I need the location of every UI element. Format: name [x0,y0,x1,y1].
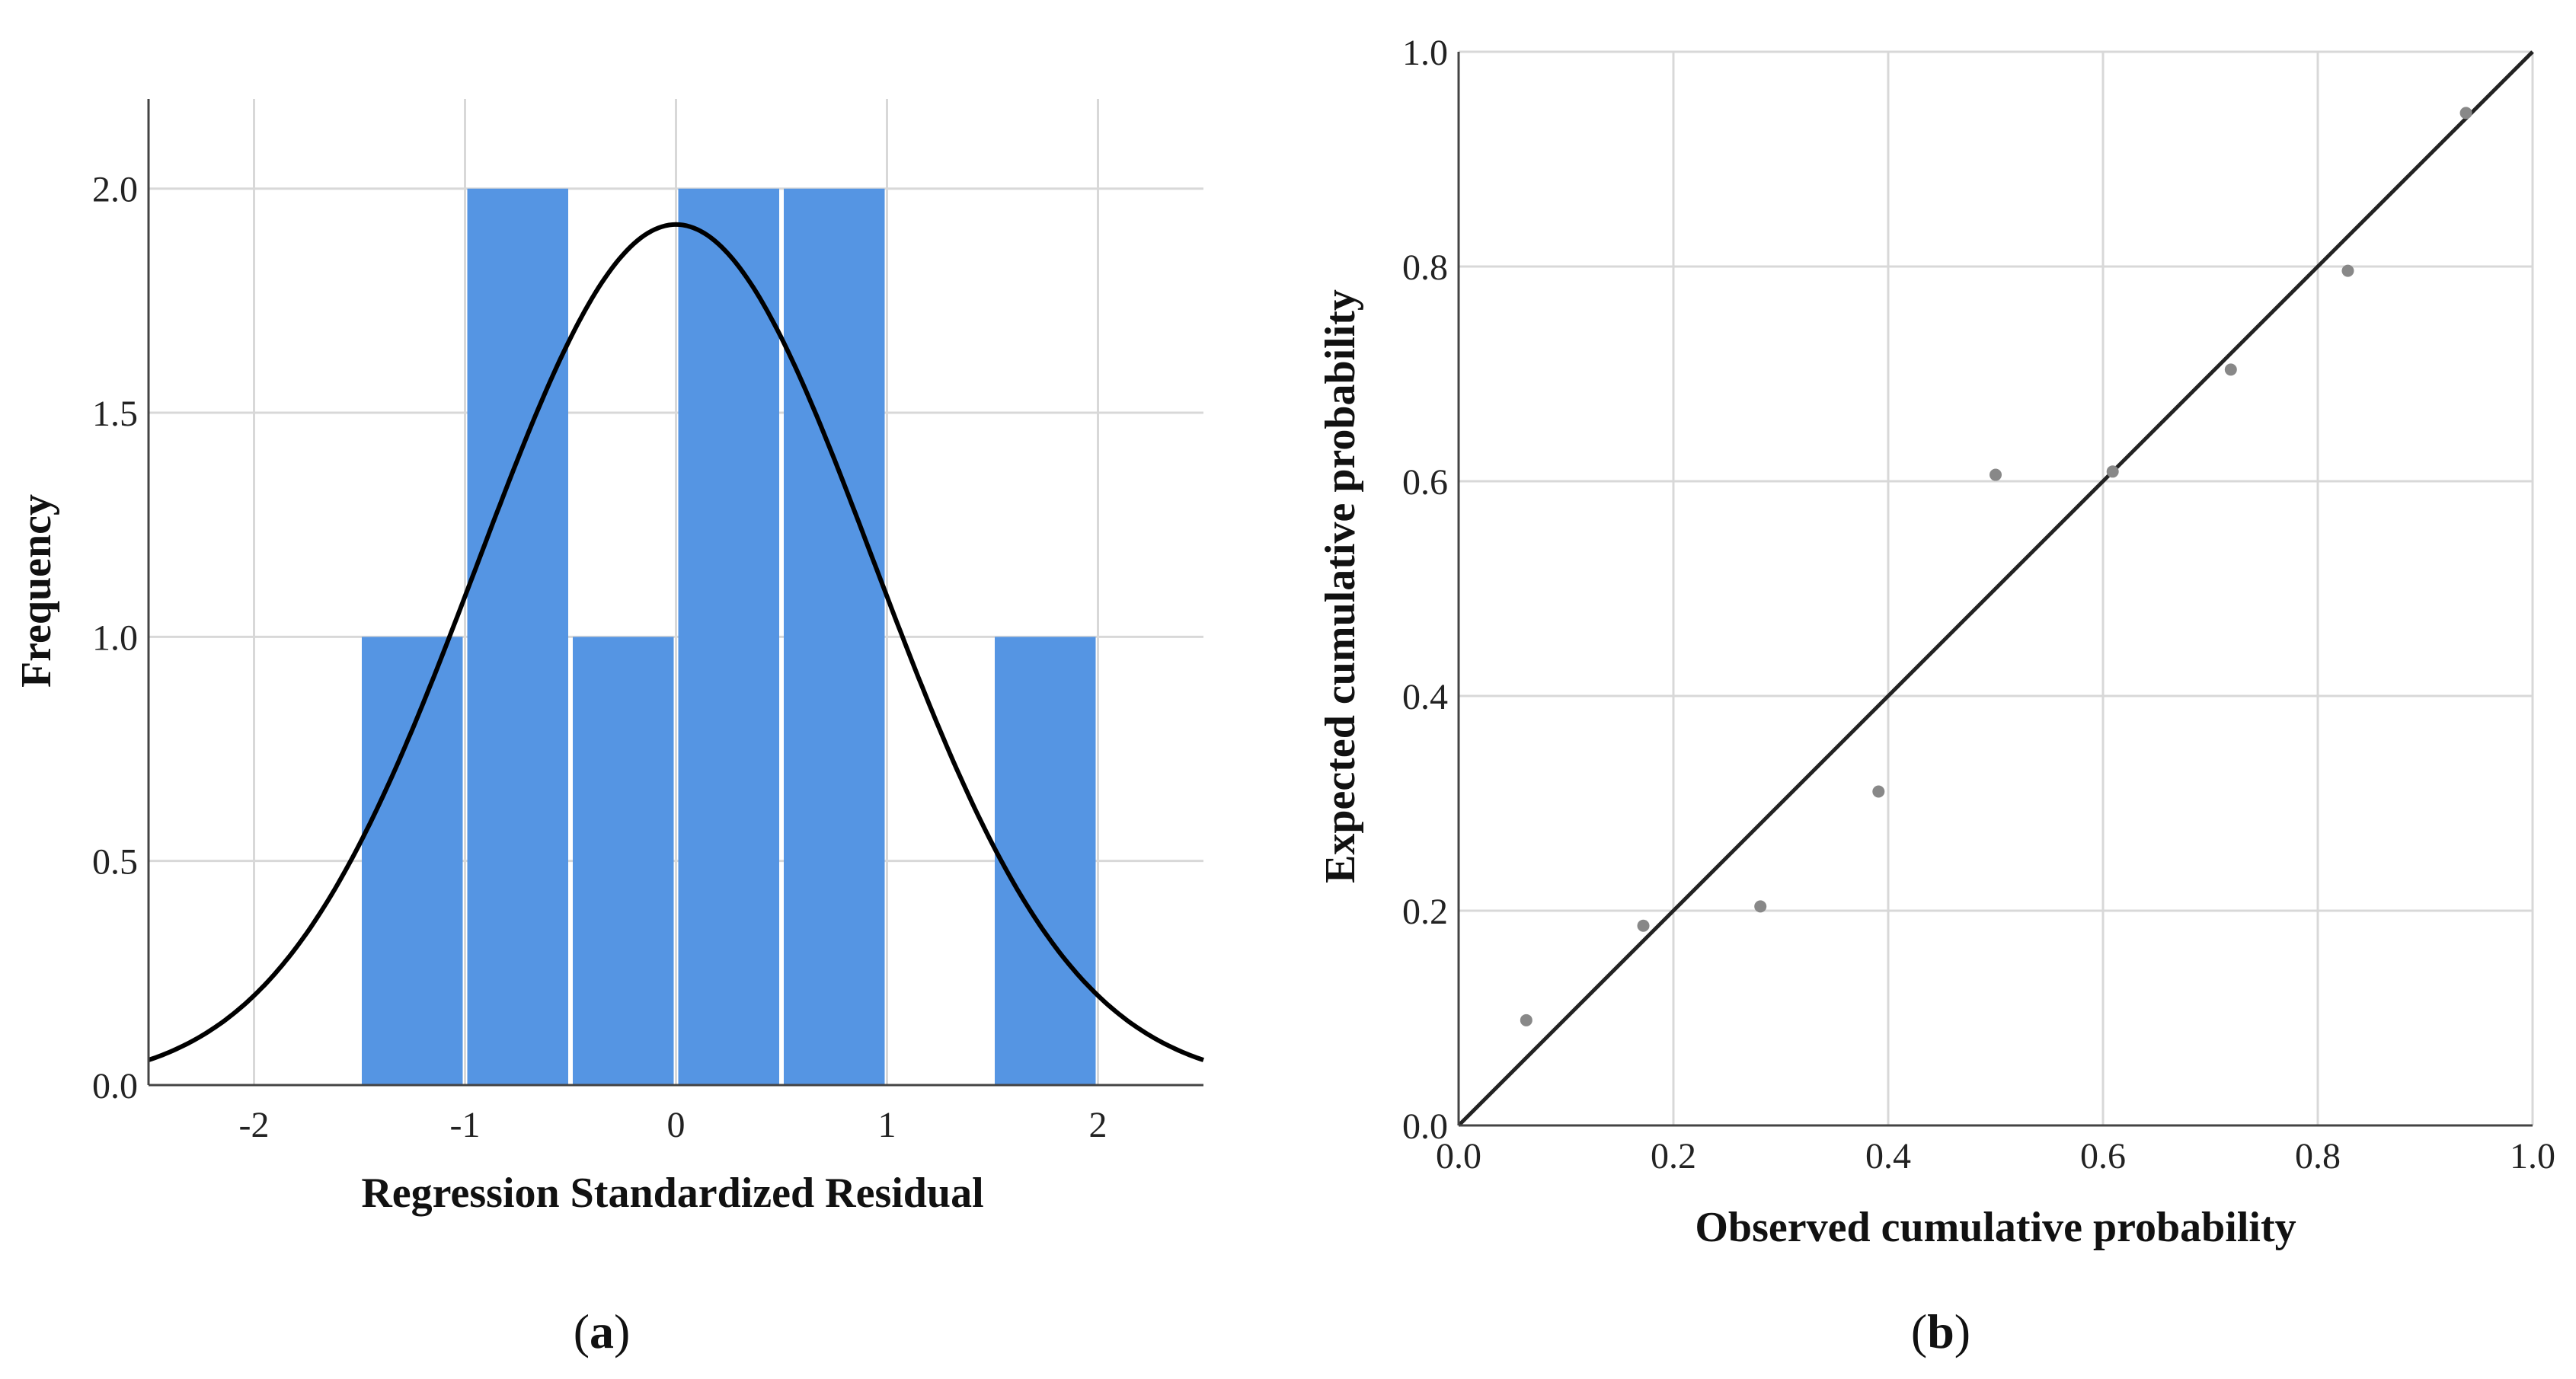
pp-plot-x-tick-label: 0.4 [1865,1136,1911,1176]
pp-plot-point [1520,1014,1532,1026]
panel-caption-a-letter: a [590,1304,614,1358]
pp-plot-x-tick-label: 0.8 [2295,1136,2341,1176]
histogram-x-tick-label: -2 [239,1105,270,1145]
histogram-x-ticks: -2 -1 0 1 2 [239,1105,1107,1145]
panel-caption-b-letter: b [1927,1304,1954,1358]
panel-caption-a-open: ( [574,1304,590,1358]
histogram-bar [995,637,1096,1085]
pp-plot-points [1520,107,2472,1026]
pp-plot-y-tick-label: 0.8 [1402,247,1448,288]
pp-plot-point [2106,465,2119,478]
histogram-panel: -2 -1 0 1 2 0.0 0.5 1.0 1.5 2.0 Regression Stand… [13,99,1204,1358]
pp-plot-panel: 0.0 0.2 0.4 0.6 0.8 1.0 0.0 0.2 0.4 0.6 0.8 1.0 Ob… [1317,33,2555,1358]
pp-plot-point [1754,900,1767,913]
histogram-y-tick-label: 1.5 [92,394,138,434]
pp-plot-x-tick-label: 0.6 [2080,1136,2126,1176]
pp-plot-y-tick-label: 0.2 [1402,892,1448,932]
panel-caption-b-open: ( [1911,1304,1927,1358]
histogram-x-tick-label: -1 [450,1105,481,1145]
pp-plot-y-tick-label: 0.6 [1402,462,1448,503]
histogram-x-tick-label: 1 [878,1105,896,1145]
panel-caption-b: (b) [1911,1304,1970,1358]
pp-plot-x-tick-label: 1.0 [2510,1136,2555,1176]
histogram-x-axis-label: Regression Standardized Residual [361,1170,983,1217]
pp-plot-x-tick-label: 0.2 [1651,1136,1696,1176]
normal-curve [148,222,1204,1062]
pp-plot-y-ticks: 0.0 0.2 0.4 0.6 0.8 1.0 [1402,33,1448,1147]
pp-plot-point [1990,468,2002,481]
pp-plot-point [1872,785,1885,798]
histogram-bar [467,188,568,1085]
pp-plot-point [2341,264,2354,277]
histogram-y-ticks: 0.0 0.5 1.0 1.5 2.0 [92,170,138,1106]
pp-plot-point [2224,363,2237,376]
histogram-axes [147,99,1203,1087]
pp-plot-y-tick-label: 0.0 [1402,1106,1448,1147]
panel-caption-a: (a) [574,1304,631,1358]
histogram-y-tick-label: 1.0 [92,618,138,658]
panel-caption-b-close: ) [1954,1304,1970,1358]
pp-plot-axes [1457,52,2533,1127]
pp-plot-point [2459,107,2472,120]
pp-plot-x-ticks: 0.0 0.2 0.4 0.6 0.8 1.0 [1436,1136,2555,1176]
pp-plot-y-tick-label: 1.0 [1402,33,1448,73]
pp-plot-x-tick-label: 0.0 [1436,1136,1481,1176]
histogram-x-tick-label: 2 [1089,1105,1107,1145]
pp-plot-x-axis-label: Observed cumulative probability [1695,1204,2296,1251]
histogram-y-tick-label: 0.0 [92,1066,138,1106]
histogram-y-tick-label: 0.5 [92,842,138,883]
histogram-y-tick-label: 2.0 [92,170,138,210]
pp-plot-reference-line [1457,50,2534,1127]
histogram-bar [362,637,463,1085]
pp-plot-point [1637,919,1650,932]
histogram-bar [678,188,779,1085]
histogram-x-tick-label: 0 [667,1105,686,1145]
pp-plot-y-tick-label: 0.4 [1402,677,1448,717]
pp-plot-y-axis-label: Expected cumulative probability [1317,289,1364,883]
histogram-bars [362,188,1096,1085]
histogram-bar [784,188,885,1085]
histogram-y-axis-label: Frequency [13,494,60,688]
panel-caption-a-close: ) [614,1304,630,1358]
histogram-bar [573,637,674,1085]
